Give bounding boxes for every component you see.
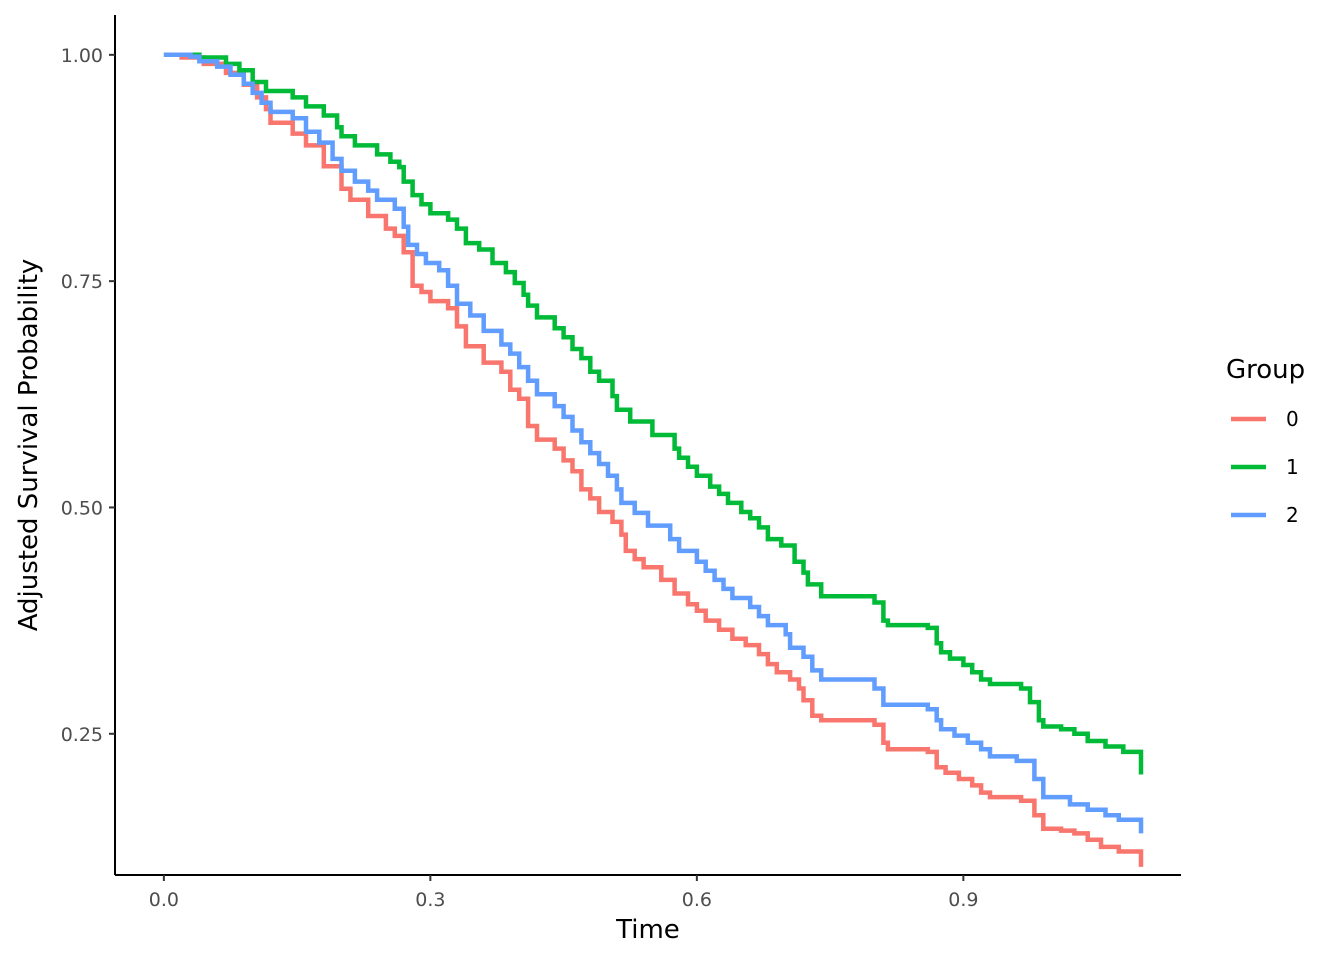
y-tick-label: 1.00 xyxy=(61,45,103,67)
x-tick-label: 0.0 xyxy=(149,889,179,911)
x-axis-ticks: 0.0 0.3 0.6 0.9 xyxy=(149,875,978,911)
series-line-1 xyxy=(163,52,1144,775)
plot-area xyxy=(163,52,1144,867)
legend-label-2: 2 xyxy=(1286,503,1299,527)
x-tick-label: 0.6 xyxy=(682,889,712,911)
legend-title: Group xyxy=(1226,355,1305,385)
y-tick-label: 0.50 xyxy=(61,497,103,519)
y-axis-ticks: 0.25 0.50 0.75 1.00 xyxy=(61,45,115,746)
y-tick-label: 0.25 xyxy=(61,724,103,746)
series-line-0 xyxy=(163,52,1144,867)
legend: Group 0 1 2 xyxy=(1226,355,1305,527)
legend-label-0: 0 xyxy=(1286,407,1299,431)
y-tick-label: 0.75 xyxy=(61,271,103,293)
y-axis-title: Adjusted Survival Probability xyxy=(14,259,44,632)
series-line-2 xyxy=(163,52,1144,834)
legend-label-1: 1 xyxy=(1286,455,1299,479)
x-tick-label: 0.9 xyxy=(948,889,978,911)
x-tick-label: 0.3 xyxy=(415,889,445,911)
x-axis-title: Time xyxy=(615,915,680,945)
